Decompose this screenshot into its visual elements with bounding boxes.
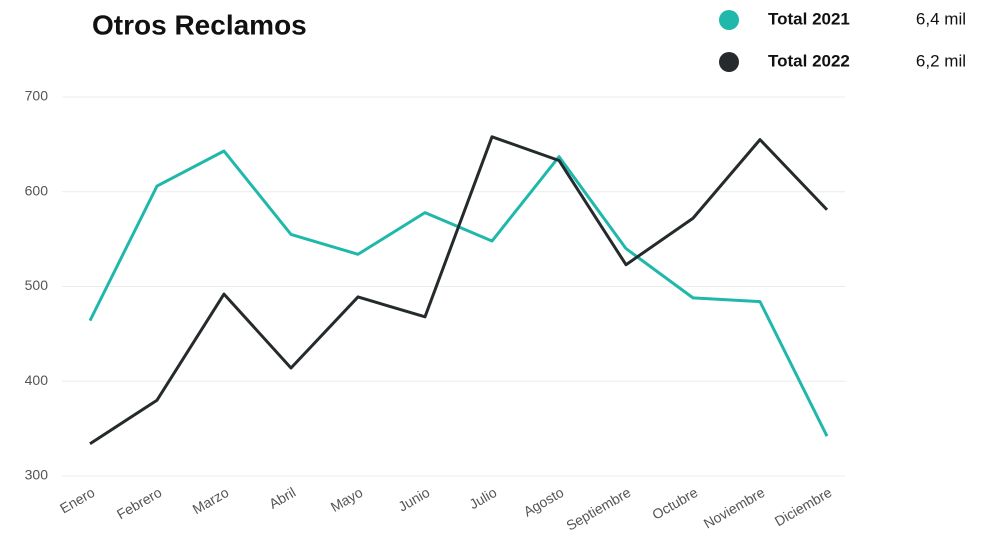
legend-marker — [719, 10, 739, 30]
x-tick-label: Enero — [57, 484, 98, 517]
y-tick-label: 600 — [25, 182, 49, 198]
x-tick-label: Agosto — [521, 484, 567, 520]
legend-total: 6,2 mil — [916, 51, 966, 70]
legend-label: Total 2022 — [768, 51, 850, 70]
y-tick-label: 700 — [25, 88, 49, 104]
line-series — [89, 135, 829, 446]
y-tick-label: 300 — [25, 467, 49, 483]
x-tick-label: Junio — [395, 484, 432, 515]
x-tick-label: Mayo — [328, 484, 366, 515]
x-tick-label: Noviembre — [701, 484, 768, 532]
x-tick-label: Octubre — [649, 484, 700, 523]
x-tick-label: Marzo — [190, 484, 232, 517]
chart-title: Otros Reclamos — [92, 9, 307, 40]
x-tick-label: Septiembre — [563, 484, 633, 534]
legend-total: 6,4 mil — [916, 9, 966, 28]
legend-marker — [719, 52, 739, 72]
x-tick-label: Diciembre — [772, 484, 835, 529]
y-tick-label: 500 — [25, 277, 49, 293]
x-tick-label: Abril — [266, 484, 298, 512]
line-series — [88, 149, 829, 437]
x-tick-label: Febrero — [114, 484, 165, 522]
legend-label: Total 2021 — [768, 9, 850, 28]
y-tick-label: 400 — [25, 372, 49, 388]
x-tick-label: Julio — [466, 484, 499, 512]
